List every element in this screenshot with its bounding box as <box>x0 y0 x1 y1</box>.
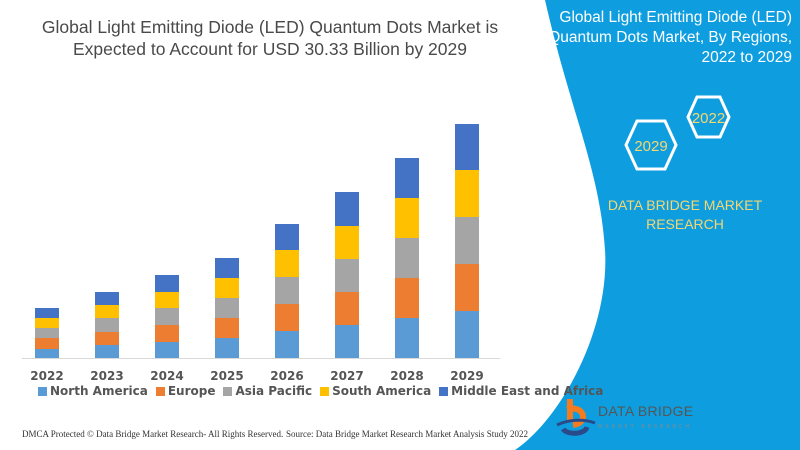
legend-swatch <box>439 386 449 396</box>
bar-segment-europe-2023 <box>95 332 119 345</box>
legend-label: South America <box>332 384 432 398</box>
bar-segment-asia-pacific-2025 <box>215 298 239 318</box>
bar-segment-north-america-2025 <box>215 338 239 358</box>
legend-item: Middle East and Africa <box>439 384 603 398</box>
footer-copyright: DMCA Protected © Data Bridge Market Rese… <box>22 429 284 439</box>
hexagon-2022 <box>686 95 731 139</box>
legend-swatch <box>320 386 330 396</box>
bar-segment-south-america-2024 <box>155 292 179 308</box>
legend-item: Asia Pacific <box>223 384 312 398</box>
bar-segment-middle-east-and-africa-2022 <box>35 308 59 318</box>
bar-segment-north-america-2026 <box>275 331 299 358</box>
bar-segment-south-america-2026 <box>275 250 299 277</box>
bar-segment-middle-east-and-africa-2024 <box>155 275 179 292</box>
bar-segment-middle-east-and-africa-2028 <box>395 158 419 198</box>
hexagon-2029 <box>624 119 678 171</box>
bar-segment-north-america-2023 <box>95 345 119 358</box>
legend-label: Asia Pacific <box>235 384 313 398</box>
bar-segment-asia-pacific-2023 <box>95 318 119 332</box>
hex-year-2029: 2029 <box>634 138 667 155</box>
legend-swatch <box>38 386 47 396</box>
x-tick-label: 2028 <box>390 369 423 380</box>
bar-segment-south-america-2028 <box>395 198 419 238</box>
bar-segment-asia-pacific-2028 <box>395 238 419 278</box>
legend: North America Europe Asia Pacific South Ame… <box>38 384 603 398</box>
x-tick-label: 2022 <box>30 369 63 380</box>
legend-label: Middle East and Africa <box>451 384 604 398</box>
logo-text: DATA BRIDGE <box>598 403 694 419</box>
x-tick-label: 2025 <box>210 369 243 380</box>
legend-item: North America <box>38 384 148 398</box>
bar-segment-europe-2028 <box>395 278 419 318</box>
legend-swatch <box>155 386 165 396</box>
bar-segment-south-america-2022 <box>35 318 59 328</box>
bar-segment-north-america-2029 <box>455 311 479 358</box>
x-tick-label: 2023 <box>90 369 123 380</box>
brand-text: DATA BRIDGE MARKET RESEARCH <box>607 197 763 232</box>
legend-label: Europe <box>167 384 216 398</box>
x-tick-label: 2024 <box>150 369 183 380</box>
bar-segment-north-america-2027 <box>335 325 359 358</box>
bar-segment-europe-2024 <box>155 325 179 342</box>
bar-segment-middle-east-and-africa-2026 <box>275 224 299 250</box>
bar-segment-north-america-2024 <box>155 342 179 358</box>
hex-year-2022: 2022 <box>692 110 725 127</box>
data-bridge-logo-icon <box>556 399 596 436</box>
footer-source: Source: Data Bridge Market Research Mark… <box>286 429 528 439</box>
bar-segment-asia-pacific-2029 <box>455 217 479 264</box>
stacked-bar-chart: 2022 2023 2024 2025 2026 2027 2028 2029 <box>22 124 500 380</box>
bar-segment-south-america-2029 <box>455 170 479 217</box>
x-tick-label: 2029 <box>450 369 483 380</box>
bar-segment-middle-east-and-africa-2029 <box>455 124 479 170</box>
bar-segment-south-america-2025 <box>215 278 239 298</box>
bar-segment-asia-pacific-2027 <box>335 259 359 292</box>
chart-title: Global Light Emitting Diode (LED) Quantu… <box>41 17 499 59</box>
bar-segment-europe-2026 <box>275 304 299 331</box>
side-panel <box>515 0 800 450</box>
x-tick-label: 2027 <box>330 369 363 380</box>
bar-segment-europe-2029 <box>455 264 479 311</box>
x-tick-label: 2026 <box>270 369 303 380</box>
bar-segment-asia-pacific-2022 <box>35 328 59 338</box>
bar-segment-north-america-2022 <box>35 349 59 358</box>
legend-label: North America <box>50 384 148 398</box>
logo-subtext: MARKET RESEARCH <box>598 424 693 430</box>
bar-segment-asia-pacific-2026 <box>275 277 299 304</box>
bar-segment-europe-2027 <box>335 292 359 325</box>
bar-segment-middle-east-and-africa-2025 <box>215 258 239 278</box>
legend-item: South America <box>320 384 431 398</box>
bar-segment-europe-2022 <box>35 338 59 349</box>
bar-segment-middle-east-and-africa-2023 <box>95 292 119 305</box>
bar-segment-north-america-2028 <box>395 318 419 358</box>
bar-segment-europe-2025 <box>215 318 239 338</box>
bar-segment-middle-east-and-africa-2027 <box>335 192 359 226</box>
legend-item: Europe <box>155 384 216 398</box>
bar-segment-south-america-2023 <box>95 305 119 318</box>
bar-segment-south-america-2027 <box>335 226 359 259</box>
side-panel-title: Global Light Emitting Diode (LED) Quantu… <box>548 9 792 66</box>
bar-segment-asia-pacific-2024 <box>155 308 179 325</box>
legend-swatch <box>223 386 233 396</box>
